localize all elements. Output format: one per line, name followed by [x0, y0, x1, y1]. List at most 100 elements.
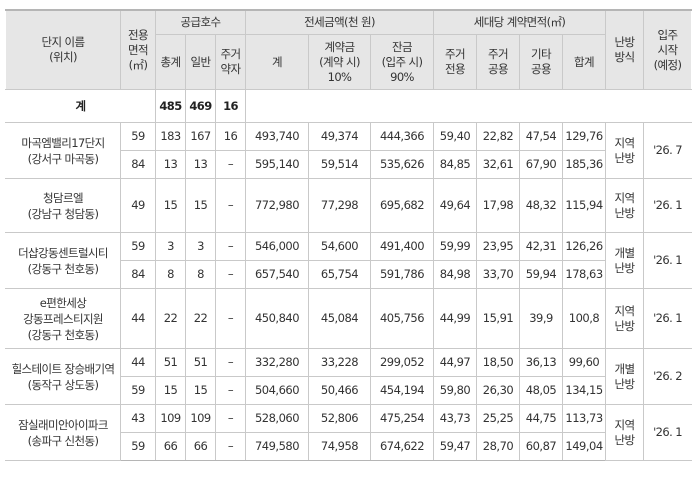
header-supply-general: 일반 [185, 34, 216, 90]
cell-price-total: 772,980 [245, 178, 309, 233]
total-supply-total: 485 [155, 89, 186, 123]
cell-supply-total: 22 [155, 288, 186, 349]
cell-ca-sum: 129,76 [561, 122, 607, 151]
complex-name-cell: 더샵강동센트럴시티 (강동구 천호동) [5, 232, 121, 289]
cell-ca-private: 44,99 [433, 288, 477, 349]
cell-price-total: 493,740 [245, 122, 309, 151]
table-row: 84 13 13 – 595,140 59,514 535,626 84,85 … [6, 150, 692, 179]
cell-supply-weak: – [215, 260, 246, 289]
cell-ca-other: 59,94 [519, 260, 563, 289]
cell-ca-sum: 100,8 [561, 288, 607, 349]
cell-area: 49 [120, 178, 156, 233]
cell-heating: 지역 난방 [605, 178, 645, 233]
cell-move-in: '26. 1 [643, 178, 693, 233]
header-supply-total: 총계 [155, 34, 186, 90]
cell-supply-general: 15 [185, 178, 216, 233]
cell-price-deposit: 33,228 [308, 348, 371, 377]
cell-supply-general: 22 [185, 288, 216, 349]
cell-supply-weak: – [215, 376, 246, 405]
cell-price-deposit: 74,958 [308, 432, 371, 461]
cell-price-deposit: 52,806 [308, 404, 371, 433]
cell-ca-other: 48,05 [519, 376, 563, 405]
table-row: e편한세상 강동프레스티지원 (강동구 천호동) 44 22 22 – 450,84… [5, 288, 693, 349]
cell-ca-private: 59,47 [433, 432, 477, 461]
cell-ca-common: 22,82 [476, 122, 520, 151]
cell-price-total: 595,140 [245, 150, 309, 179]
rental-supply-table: 단지 이름 (위치) 전용 면적 (㎡) 공급호수 전세금액(천 원) 세대당 계약면… [5, 9, 693, 461]
cell-price-total: 528,060 [245, 404, 309, 433]
cell-ca-other: 48,32 [519, 178, 563, 233]
cell-move-in: '26. 7 [643, 122, 693, 179]
cell-supply-general: 66 [185, 432, 216, 461]
table-row: 84 8 8 – 657,540 65,754 591,786 84,98 33… [6, 260, 692, 289]
cell-ca-sum: 185,36 [561, 150, 607, 179]
cell-supply-general: 3 [185, 232, 216, 261]
cell-price-deposit: 49,374 [308, 122, 371, 151]
cell-move-in: '26. 1 [643, 404, 693, 461]
total-label: 계 [5, 89, 156, 123]
cell-price-balance: 695,682 [370, 178, 434, 233]
cell-price-balance: 444,366 [370, 122, 434, 151]
cell-price-total: 657,540 [245, 260, 309, 289]
cell-price-balance: 454,194 [370, 376, 434, 405]
header-supply: 공급호수 [155, 9, 246, 35]
cell-price-total: 450,840 [245, 288, 309, 349]
cell-move-in: '26. 1 [643, 232, 693, 289]
cell-ca-private: 59,40 [433, 122, 477, 151]
cell-supply-total: 13 [155, 150, 186, 179]
header-area: 전용 면적 (㎡) [120, 9, 156, 90]
cell-price-balance: 591,786 [370, 260, 434, 289]
header-price-total: 계 [245, 34, 309, 90]
cell-supply-weak: – [215, 178, 246, 233]
cell-price-deposit: 50,466 [308, 376, 371, 405]
cell-area: 43 [120, 404, 156, 433]
cell-supply-general: 13 [185, 150, 216, 179]
cell-ca-private: 49,64 [433, 178, 477, 233]
header-ca-other: 기타 공용 [519, 34, 563, 90]
cell-price-total: 504,660 [245, 376, 309, 405]
cell-price-balance: 475,254 [370, 404, 434, 433]
cell-supply-general: 109 [185, 404, 216, 433]
cell-ca-common: 28,70 [476, 432, 520, 461]
cell-ca-other: 36,13 [519, 348, 563, 377]
cell-supply-weak: – [215, 404, 246, 433]
cell-supply-weak: – [215, 348, 246, 377]
table-row: 청담르엘 (강남구 청담동) 49 15 15 – 772,980 77,298 … [5, 178, 693, 233]
total-supply-general: 469 [185, 89, 216, 123]
table-row: 마곡엠밸리17단지 (강서구 마곡동) 59 183 167 16 493,740… [5, 122, 693, 179]
table-row: 힐스테이트 장승배기역 (동작구 상도동) 44 51 51 – 332,280 … [5, 348, 693, 405]
header-move-in: 입주 시작 (예정) [643, 9, 693, 90]
cell-ca-private: 84,98 [433, 260, 477, 289]
total-row-blank [244, 89, 693, 123]
cell-ca-sum: 178,63 [561, 260, 607, 289]
cell-price-deposit: 59,514 [308, 150, 371, 179]
cell-supply-general: 15 [185, 376, 216, 405]
header-complex: 단지 이름 (위치) [5, 9, 121, 90]
cell-supply-weak: 16 [215, 122, 246, 151]
cell-heating: 지역 난방 [605, 122, 645, 179]
cell-area: 59 [120, 432, 156, 461]
cell-price-balance: 491,400 [370, 232, 434, 261]
cell-price-total: 546,000 [245, 232, 309, 261]
cell-ca-sum: 99,60 [561, 348, 607, 377]
cell-ca-other: 39,9 [519, 288, 563, 349]
cell-price-balance: 674,622 [370, 432, 434, 461]
complex-name-cell: 힐스테이트 장승배기역 (동작구 상도동) [5, 348, 121, 405]
cell-area: 84 [120, 150, 156, 179]
cell-ca-other: 47,54 [519, 122, 563, 151]
complex-name-cell: e편한세상 강동프레스티지원 (강동구 천호동) [5, 288, 121, 349]
cell-ca-other: 60,87 [519, 432, 563, 461]
cell-price-deposit: 65,754 [308, 260, 371, 289]
cell-price-deposit: 54,600 [308, 232, 371, 261]
cell-price-balance: 405,756 [370, 288, 434, 349]
cell-ca-common: 33,70 [476, 260, 520, 289]
header-ca-private: 주거 전용 [433, 34, 477, 90]
cell-ca-sum: 115,94 [561, 178, 607, 233]
complex-name-cell: 청담르엘 (강남구 청담동) [5, 178, 121, 233]
cell-price-balance: 299,052 [370, 348, 434, 377]
header-supply-weak: 주거 약자 [215, 34, 246, 90]
cell-supply-weak: – [215, 232, 246, 261]
cell-area: 44 [120, 288, 156, 349]
cell-ca-common: 15,91 [476, 288, 520, 349]
cell-supply-general: 167 [185, 122, 216, 151]
